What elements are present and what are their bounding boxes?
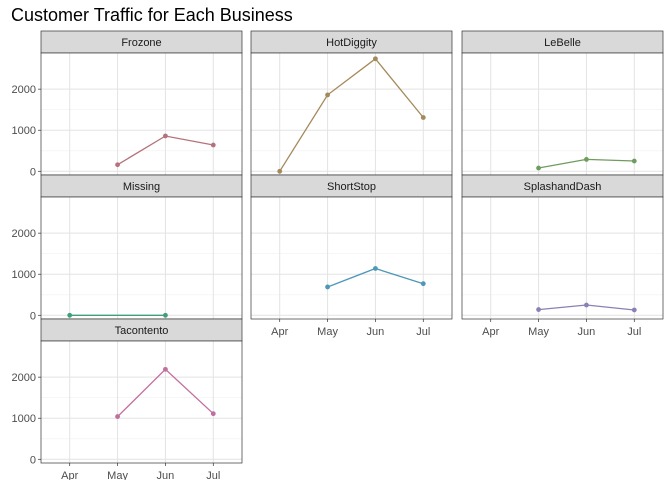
plot-area-splashanddash	[462, 197, 663, 319]
x-tick-label: May	[107, 470, 128, 480]
panel-missing: Missing 0 1000 2000	[12, 174, 243, 322]
data-point-shortstop-may	[325, 284, 330, 290]
panel-shortstop: ShortStop Apr May Jun Jul	[250, 174, 453, 338]
strip-label-tacontento: Tacontento	[115, 325, 169, 337]
y-tick-label: 0	[30, 310, 36, 322]
data-point-missing-jun	[163, 312, 168, 318]
facet-panels: Frozone 0 1000 2000 HotDiggity LeBelle Missing…	[12, 30, 664, 480]
plot-area-frozone	[41, 53, 242, 175]
y-tick-label: 2000	[12, 372, 36, 384]
y-tick-label: 1000	[12, 125, 36, 137]
plot-area-tacontento	[41, 341, 242, 463]
data-point-frozone-jun	[163, 133, 168, 139]
data-point-hotdiggity-jul	[420, 115, 426, 120]
data-point-tacontento-jul	[210, 411, 216, 417]
x-tick-label: May	[317, 326, 338, 338]
data-point-lebelle-may	[536, 165, 541, 171]
data-point-lebelle-jul	[631, 158, 637, 164]
chart-title: Customer Traffic for Each Business	[11, 5, 293, 25]
data-point-frozone-jul	[210, 142, 216, 148]
x-tick-label: Apr	[271, 326, 288, 338]
data-point-shortstop-jul	[420, 281, 426, 287]
y-tick-label: 1000	[12, 269, 36, 281]
x-tick-label: Jun	[157, 470, 175, 480]
plot-area-shortstop	[251, 197, 452, 319]
panel-border-tacontento	[40, 340, 243, 464]
x-tick-label: Apr	[61, 470, 78, 480]
panel-splashanddash: SplashandDash Apr May Jun Jul	[461, 174, 664, 338]
x-tick-label: Jul	[416, 326, 430, 338]
data-point-splashanddash-may	[536, 307, 541, 312]
data-point-lebelle-jun	[584, 156, 589, 162]
panel-border-splashanddash	[461, 196, 664, 320]
data-point-hotdiggity-may	[325, 92, 330, 98]
data-point-frozone-may	[115, 162, 120, 168]
strip-label-missing: Missing	[123, 181, 160, 193]
data-point-hotdiggity-jun	[373, 56, 378, 62]
data-point-tacontento-may	[115, 414, 120, 419]
strip-label-frozone: Frozone	[121, 37, 161, 49]
panel-lebelle: LeBelle	[461, 30, 664, 176]
data-point-splashanddash-jul	[631, 307, 637, 313]
plot-area-missing	[41, 197, 242, 319]
panel-tacontento: Tacontento 0 1000 2000 Apr May Jun Jul	[12, 318, 243, 480]
x-tick-label: May	[528, 326, 549, 338]
series-line-hotdiggity	[279, 57, 424, 172]
y-tick-label: 0	[30, 454, 36, 466]
data-point-hotdiggity-apr	[277, 168, 283, 174]
strip-label-hotdiggity: HotDiggity	[326, 37, 377, 49]
y-tick-label: 0	[30, 166, 36, 178]
panel-frozone: Frozone 0 1000 2000	[12, 30, 243, 178]
strip-label-shortstop: ShortStop	[327, 181, 376, 193]
x-tick-label: Jul	[627, 326, 641, 338]
y-tick-label: 1000	[12, 413, 36, 425]
strip-label-splashanddash: SplashandDash	[524, 181, 602, 193]
panel-border-shortstop	[250, 196, 453, 320]
x-tick-label: Apr	[482, 326, 499, 338]
data-point-missing-apr	[67, 312, 73, 318]
data-point-tacontento-jun	[163, 366, 168, 372]
x-tick-label: Jun	[367, 326, 385, 338]
y-tick-label: 2000	[12, 228, 36, 240]
data-point-shortstop-jun	[373, 266, 378, 271]
plot-area-lebelle	[462, 53, 663, 175]
x-tick-label: Jul	[206, 470, 220, 480]
plot-area-hotdiggity	[251, 53, 452, 175]
strip-label-lebelle: LeBelle	[544, 37, 581, 49]
panel-hotdiggity: HotDiggity	[250, 30, 453, 176]
data-point-splashanddash-jun	[584, 302, 589, 308]
y-tick-label: 2000	[12, 84, 36, 96]
x-tick-label: Jun	[578, 326, 596, 338]
